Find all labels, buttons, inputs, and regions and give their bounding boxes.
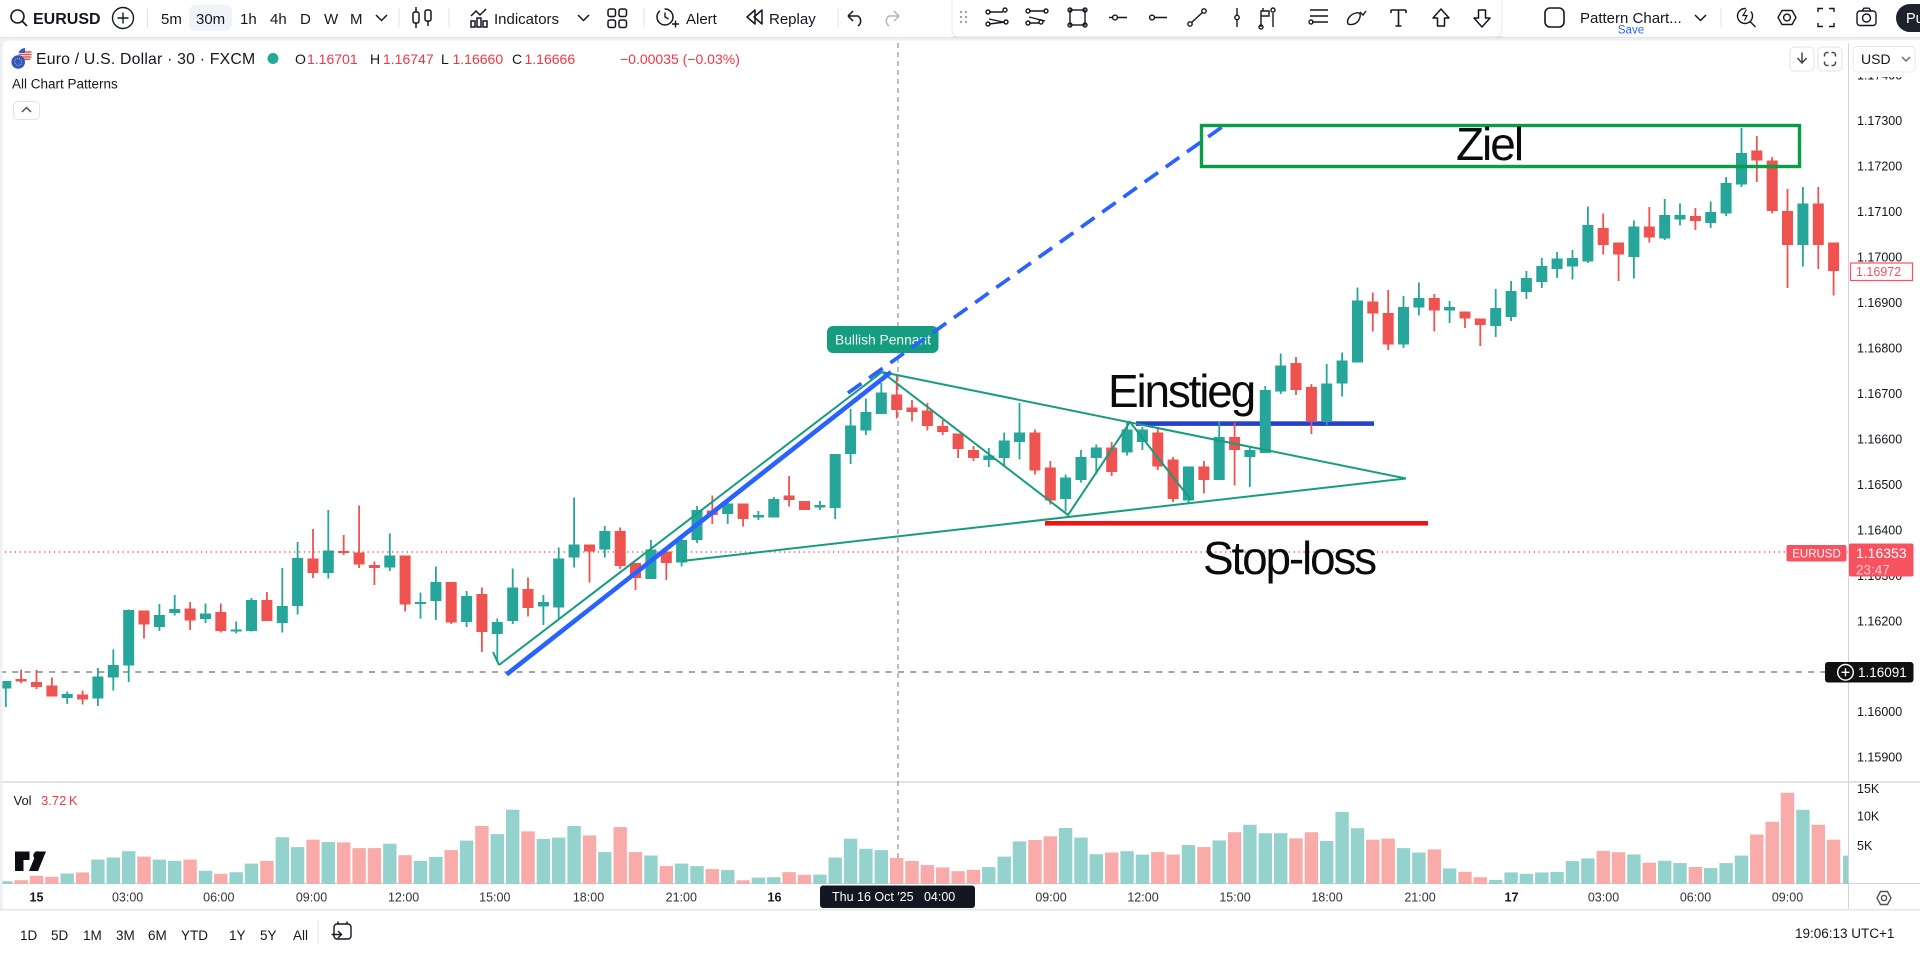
svg-text:1.16500: 1.16500	[1857, 478, 1902, 492]
svg-text:15K: 15K	[1857, 782, 1880, 796]
svg-text:1h: 1h	[240, 11, 257, 28]
svg-text:15:00: 15:00	[479, 891, 510, 905]
svg-text:Pu: Pu	[1906, 11, 1920, 27]
svg-text:1.16660: 1.16660	[453, 51, 504, 67]
svg-text:EURUSD: EURUSD	[33, 11, 101, 28]
svg-text:Ziel: Ziel	[1456, 118, 1522, 170]
svg-text:09:00: 09:00	[296, 891, 327, 905]
svg-text:17: 17	[1505, 891, 1519, 905]
svg-text:5D: 5D	[51, 928, 69, 943]
svg-text:09:00: 09:00	[1772, 891, 1803, 905]
svg-text:5K: 5K	[1857, 839, 1873, 853]
svg-text:USD: USD	[1861, 51, 1891, 67]
svg-text:1.17200: 1.17200	[1857, 160, 1902, 174]
svg-text:Alert: Alert	[686, 11, 718, 28]
svg-text:L: L	[441, 51, 449, 67]
svg-text:5m: 5m	[161, 11, 182, 28]
svg-text:1.16700: 1.16700	[1857, 387, 1902, 401]
svg-text:3.72 K: 3.72 K	[41, 793, 78, 808]
svg-text:YTD: YTD	[181, 928, 208, 943]
svg-text:1.16666: 1.16666	[525, 51, 576, 67]
svg-text:1.16747: 1.16747	[383, 51, 434, 67]
svg-text:4h: 4h	[270, 11, 287, 28]
svg-text:1.16091: 1.16091	[1858, 665, 1907, 680]
svg-text:H: H	[370, 51, 380, 67]
svg-text:30m: 30m	[196, 11, 225, 28]
svg-text:1.16600: 1.16600	[1857, 433, 1902, 447]
svg-text:16: 16	[768, 891, 782, 905]
svg-text:18:00: 18:00	[1311, 891, 1342, 905]
svg-text:5Y: 5Y	[260, 928, 277, 943]
svg-text:15:00: 15:00	[1219, 891, 1250, 905]
svg-text:Vol: Vol	[14, 793, 32, 808]
svg-text:C: C	[512, 51, 522, 67]
svg-text:Replay: Replay	[769, 11, 816, 28]
svg-text:1.16900: 1.16900	[1857, 296, 1902, 310]
svg-text:10K: 10K	[1857, 810, 1880, 824]
svg-text:1.17000: 1.17000	[1857, 251, 1902, 265]
svg-text:1.16353: 1.16353	[1856, 545, 1907, 561]
svg-text:Einstieg: Einstieg	[1108, 365, 1254, 417]
svg-text:1.16000: 1.16000	[1857, 705, 1902, 719]
svg-text:1.17100: 1.17100	[1857, 205, 1902, 219]
svg-text:21:00: 21:00	[1404, 891, 1435, 905]
svg-text:1.16200: 1.16200	[1857, 614, 1902, 628]
svg-text:03:00: 03:00	[1588, 891, 1619, 905]
svg-text:6M: 6M	[148, 928, 167, 943]
svg-text:All: All	[293, 928, 308, 943]
svg-text:Save: Save	[1618, 25, 1644, 37]
svg-text:EURUSD: EURUSD	[1792, 549, 1841, 561]
svg-text:18:00: 18:00	[573, 891, 604, 905]
svg-text:Indicators: Indicators	[494, 11, 559, 28]
svg-text:1.16701: 1.16701	[307, 51, 358, 67]
svg-text:09:00: 09:00	[1035, 891, 1066, 905]
svg-text:1.15900: 1.15900	[1857, 751, 1902, 765]
svg-text:Pattern Chart...: Pattern Chart...	[1580, 10, 1682, 27]
svg-text:03:00: 03:00	[112, 891, 143, 905]
svg-text:1Y: 1Y	[229, 928, 246, 943]
svg-text:12:00: 12:00	[388, 891, 419, 905]
svg-text:06:00: 06:00	[203, 891, 234, 905]
svg-text:21:00: 21:00	[666, 891, 697, 905]
svg-text:06:00: 06:00	[1680, 891, 1711, 905]
svg-text:O: O	[295, 51, 306, 67]
svg-text:1M: 1M	[83, 928, 102, 943]
svg-text:19:06:13 UTC+1: 19:06:13 UTC+1	[1795, 926, 1894, 941]
svg-text:W: W	[324, 11, 339, 28]
svg-text:1.16400: 1.16400	[1857, 523, 1902, 537]
svg-text:1.16972: 1.16972	[1856, 265, 1901, 279]
svg-text:D: D	[300, 11, 311, 28]
svg-text:M: M	[350, 11, 363, 28]
svg-text:1.16800: 1.16800	[1857, 342, 1902, 356]
svg-text:All Chart Patterns: All Chart Patterns	[12, 77, 118, 92]
svg-text:Bullish Pennant: Bullish Pennant	[835, 333, 931, 348]
svg-text:Stop-loss: Stop-loss	[1203, 532, 1376, 584]
svg-text:Thu 16 Oct ′25 04:00: Thu 16 Oct ′25 04:00	[832, 890, 955, 904]
svg-text:3M: 3M	[116, 928, 135, 943]
svg-text:23:47: 23:47	[1856, 563, 1890, 578]
svg-text:1.17300: 1.17300	[1857, 114, 1902, 128]
svg-text:12:00: 12:00	[1127, 891, 1158, 905]
svg-text:15: 15	[30, 891, 44, 905]
svg-text:1D: 1D	[20, 928, 38, 943]
svg-text:Euro / U.S. Dollar · 30 · FXCM: Euro / U.S. Dollar · 30 · FXCM	[36, 51, 255, 68]
svg-text:−0.00035 (−0.03%): −0.00035 (−0.03%)	[620, 51, 740, 67]
